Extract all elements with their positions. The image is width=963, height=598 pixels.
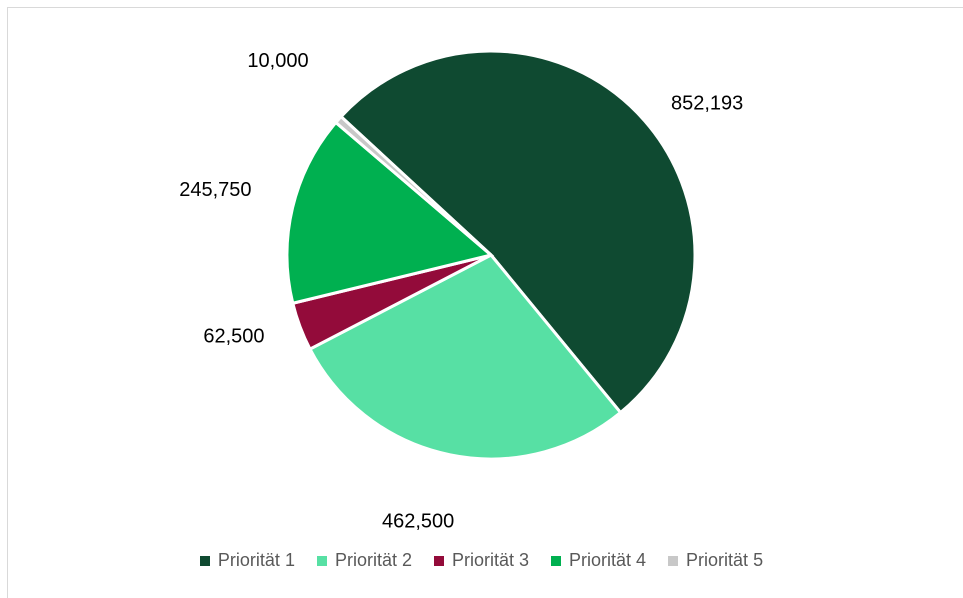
legend-item-2: Priorität 2 (316, 550, 412, 571)
legend-label-1: Priorität 1 (217, 550, 295, 570)
legend-swatch-4 (551, 555, 562, 566)
pie-slice-5 (333, 114, 493, 257)
legend-item-5: Priorität 5 (668, 550, 763, 571)
legend-swatch-5 (668, 555, 679, 566)
pie-slice-4 (285, 120, 495, 306)
legend-label-4: Priorität 4 (569, 550, 647, 570)
legend-label-2: Priorität 2 (334, 550, 412, 570)
data-label-4: 245,750 (179, 179, 251, 201)
data-label-5: 10,000 (247, 50, 308, 72)
legend-swatch-3 (433, 555, 444, 566)
legend-label-5: Priorität 5 (686, 550, 764, 570)
legend-item-4: Priorität 4 (551, 550, 646, 571)
legend-item-3: Priorität 3 (433, 550, 530, 571)
legend-swatch-1 (199, 555, 210, 566)
legend: Priorität 1 Priorität 2 Priorität 3 Priorit… (0, 550, 963, 571)
pie-slice-1 (338, 49, 697, 415)
data-label-3: 62,500 (203, 326, 264, 348)
data-label-1: 852,193 (671, 93, 743, 115)
legend-item-1: Priorität 1 (199, 550, 295, 571)
data-label-2: 462,500 (382, 511, 454, 533)
legend-label-3: Priorität 3 (451, 550, 530, 570)
legend-swatch-2 (316, 555, 327, 566)
pie-slice-2 (307, 253, 623, 461)
